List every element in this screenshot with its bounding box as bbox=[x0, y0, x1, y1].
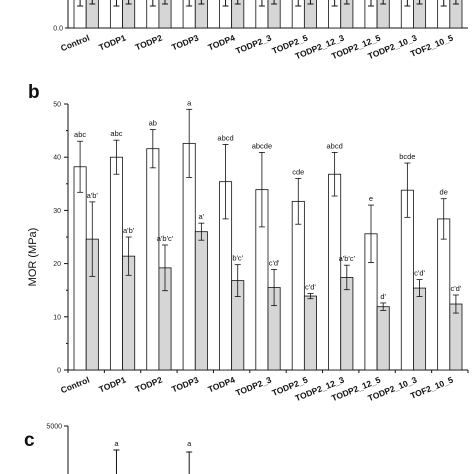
significance-letter: e bbox=[369, 194, 373, 203]
bar-grey bbox=[449, 0, 463, 29]
significance-letter: a bbox=[187, 98, 192, 107]
y-tick-label: 10 bbox=[53, 314, 61, 321]
bar-grey bbox=[194, 0, 208, 29]
bar-grey bbox=[376, 0, 390, 29]
significance-letter: a'b'c' bbox=[157, 234, 174, 243]
significance-letter: c'd' bbox=[451, 284, 462, 293]
bar-grey bbox=[449, 303, 463, 371]
significance-letter: c'd' bbox=[414, 269, 425, 278]
b-xtick-label: Control bbox=[59, 375, 91, 396]
a-xtick-label: TODP1 bbox=[97, 32, 127, 52]
b-xtick-label: TODP2_3 bbox=[234, 374, 273, 397]
bar-grey bbox=[231, 0, 245, 29]
significance-letter: abcd bbox=[327, 141, 343, 150]
significance-letter: a bbox=[114, 439, 119, 448]
y-tick-label: 30 bbox=[53, 208, 61, 215]
y-tick-label: 50 bbox=[53, 102, 61, 109]
bar-white bbox=[437, 218, 451, 371]
significance-letter: bcde bbox=[399, 152, 415, 161]
bar-grey bbox=[413, 0, 427, 29]
a-xtick-label: TODP4 bbox=[207, 32, 237, 52]
bar-grey bbox=[158, 0, 172, 29]
significance-letter: a bbox=[187, 439, 192, 448]
bar-grey bbox=[413, 287, 427, 371]
bar-grey bbox=[303, 0, 317, 29]
b-xtick-label: TODP1 bbox=[97, 374, 127, 394]
significance-letter: abc bbox=[74, 130, 86, 139]
bar-grey bbox=[85, 0, 99, 29]
significance-letter: c'd' bbox=[269, 258, 280, 267]
significance-letter: abcde bbox=[252, 141, 272, 150]
significance-letter: a'b' bbox=[123, 226, 135, 235]
significance-letter: abcd bbox=[217, 133, 233, 142]
panel-c: c45005000aa bbox=[24, 424, 193, 474]
y-tick-label: 20 bbox=[53, 261, 61, 268]
panel-label: c bbox=[24, 430, 35, 451]
significance-letter: ab bbox=[149, 119, 157, 128]
significance-letter: a'b' bbox=[87, 191, 99, 200]
a-xtick-label: Control bbox=[59, 33, 91, 54]
significance-letter: a'b'c' bbox=[339, 254, 356, 263]
panel-label: b bbox=[28, 82, 40, 103]
y-tick-label: 40 bbox=[53, 155, 61, 162]
bar-white bbox=[73, 166, 87, 371]
y-tick-label: 0 bbox=[57, 368, 61, 375]
y-tick-label: 5000 bbox=[46, 424, 62, 431]
significance-letter: de bbox=[440, 188, 448, 197]
bar-grey bbox=[376, 306, 390, 371]
a-xtick-label: TODP2_3 bbox=[234, 32, 273, 55]
significance-letter: b'c' bbox=[232, 254, 243, 263]
bar-grey bbox=[303, 295, 317, 371]
bar-grey bbox=[122, 0, 136, 29]
y-axis-label: MOR (MPa) bbox=[27, 228, 39, 287]
bar-white bbox=[328, 173, 342, 371]
a-xtick-label: TODP2 bbox=[134, 32, 164, 52]
bar-grey bbox=[340, 277, 354, 371]
a-xtick-label: TODP3 bbox=[170, 32, 200, 52]
significance-letter: d' bbox=[380, 292, 386, 301]
bar-white bbox=[291, 200, 305, 371]
significance-letter: cde bbox=[292, 167, 304, 176]
bar-white bbox=[146, 148, 160, 371]
y-tick-label: 0.0 bbox=[53, 26, 63, 33]
bar-grey bbox=[194, 231, 208, 371]
b-xtick-label: TODP2 bbox=[134, 374, 164, 394]
b-xtick-label: TODP3 bbox=[170, 374, 200, 394]
bar-grey bbox=[267, 0, 281, 29]
significance-letter: abc bbox=[110, 129, 122, 138]
significance-letter: c'd' bbox=[305, 282, 316, 291]
bar-white bbox=[109, 156, 123, 371]
b-xtick-label: TODP4 bbox=[207, 374, 237, 394]
bar-grey bbox=[340, 0, 354, 29]
significance-letter: a' bbox=[199, 212, 205, 221]
